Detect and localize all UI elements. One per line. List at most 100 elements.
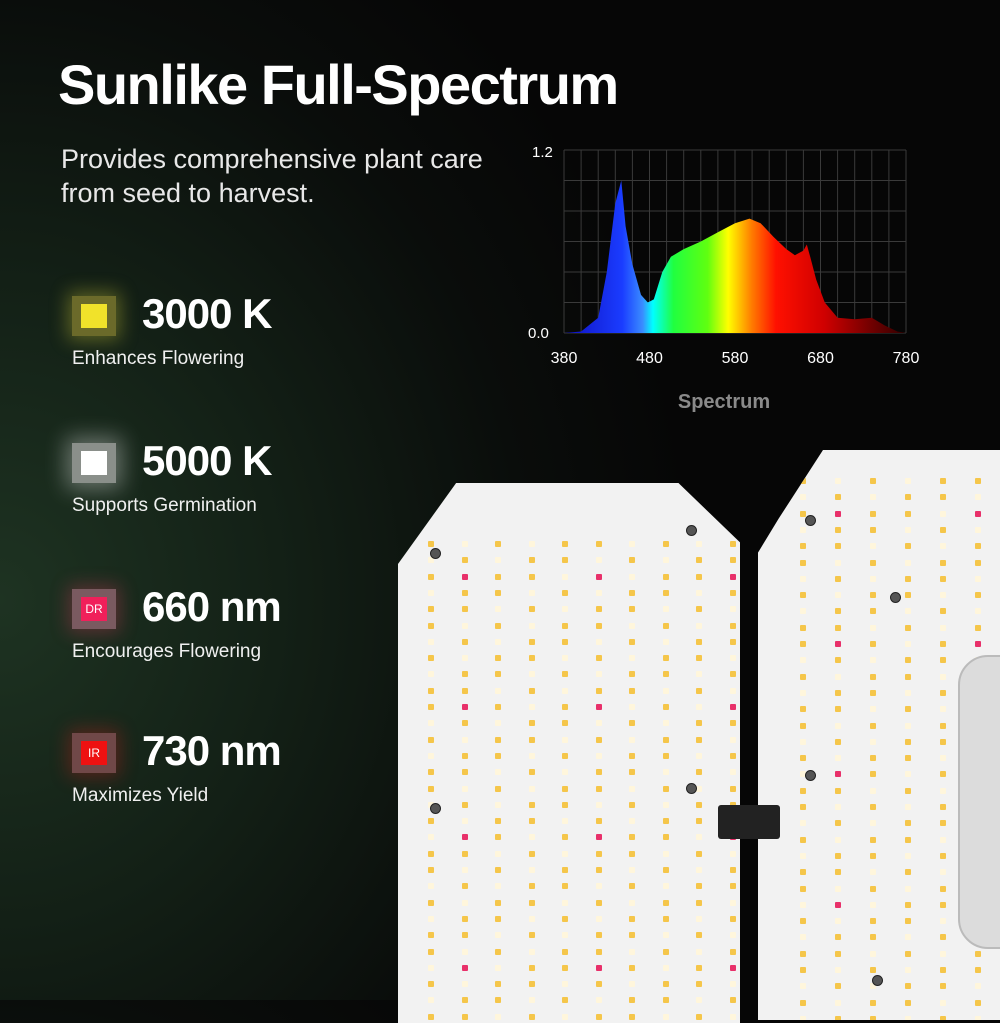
led-dot <box>562 589 568 596</box>
led-dot <box>528 997 535 1004</box>
led-dot <box>800 575 806 582</box>
led-dot <box>696 818 702 825</box>
screw <box>805 515 816 526</box>
led-dot <box>495 964 501 971</box>
led-dot <box>905 755 911 762</box>
led-dot <box>905 804 911 810</box>
led-dot <box>461 834 468 841</box>
led-dot <box>729 883 736 890</box>
led-dot <box>940 755 946 762</box>
led-dot <box>428 589 434 596</box>
led-dot <box>629 834 635 841</box>
led-dot <box>461 932 468 939</box>
led-dot <box>835 689 841 696</box>
led-dot <box>461 785 468 792</box>
led-dot <box>696 557 702 564</box>
led-dot <box>800 510 806 517</box>
led-dot <box>629 785 635 792</box>
feature-desc: Enhances Flowering <box>72 348 245 369</box>
led-dot <box>428 964 434 971</box>
led-dot <box>562 687 568 694</box>
led-dot <box>461 752 468 759</box>
led-dot <box>729 687 736 694</box>
led-dot <box>595 818 602 825</box>
led-dot <box>905 543 911 550</box>
led-dot <box>562 720 568 727</box>
led-dot <box>696 785 702 792</box>
led-dot <box>528 915 535 922</box>
led-dot <box>905 885 911 892</box>
led-dot <box>940 478 946 484</box>
led-dot <box>835 820 841 827</box>
led-dot <box>729 720 736 727</box>
led-dot <box>428 1013 434 1020</box>
led-dot <box>461 867 468 873</box>
led-dot <box>800 722 806 729</box>
feature-value: 5000 K <box>142 437 272 484</box>
led-dot <box>461 964 468 971</box>
led-dot <box>905 608 911 615</box>
led-dot <box>870 689 876 696</box>
led-dot <box>528 834 535 841</box>
y-tick-min: 0.0 <box>528 325 549 342</box>
led-dot <box>528 981 535 988</box>
led-dot <box>905 592 911 599</box>
led-dot <box>662 997 669 1004</box>
led-dot <box>428 557 434 564</box>
led-dot <box>696 883 702 890</box>
led-dot <box>975 559 981 566</box>
led-dot <box>800 543 806 550</box>
led-dot <box>905 706 911 713</box>
led-dot <box>835 592 841 599</box>
led-dot <box>428 769 434 776</box>
led-dot <box>461 883 468 890</box>
led-dot <box>662 638 669 645</box>
led-dot <box>975 999 981 1006</box>
led-dot <box>528 720 535 727</box>
led-dot <box>800 804 806 810</box>
led-dot <box>528 687 535 694</box>
led-dot <box>870 1015 876 1020</box>
led-dot <box>495 883 501 890</box>
led-dot <box>870 983 876 990</box>
led-dot <box>940 836 946 843</box>
led-dot <box>696 541 702 547</box>
led-dot <box>940 641 946 647</box>
led-dot <box>800 918 806 925</box>
led-dot <box>595 704 602 710</box>
led-dot <box>461 850 468 857</box>
led-dot <box>870 820 876 827</box>
led-dot <box>800 559 806 566</box>
led-dot <box>428 981 434 988</box>
led-dot <box>729 850 736 857</box>
led-dot <box>696 899 702 906</box>
led-dot <box>835 852 841 859</box>
led-dot <box>562 541 568 547</box>
led-dot <box>905 836 911 843</box>
led-dot <box>595 752 602 759</box>
led-dot <box>800 608 806 615</box>
led-dot <box>975 478 981 484</box>
led-dot <box>495 867 501 873</box>
led-dot <box>835 608 841 615</box>
led-dot <box>905 901 911 908</box>
led-dot <box>528 801 535 808</box>
led-dot <box>562 785 568 792</box>
led-dot <box>835 494 841 501</box>
led-dot <box>528 704 535 710</box>
led-dot <box>595 736 602 743</box>
led-dot <box>905 510 911 517</box>
led-dot <box>800 526 806 533</box>
led-dot <box>905 526 911 533</box>
led-dot <box>940 869 946 876</box>
led-dot <box>696 752 702 759</box>
led-dot <box>696 915 702 922</box>
led-dot <box>562 850 568 857</box>
led-dot <box>528 541 535 547</box>
led-dot <box>800 738 806 745</box>
led-dot <box>696 850 702 857</box>
led-dot <box>905 787 911 794</box>
led-dot <box>975 592 981 599</box>
led-dot <box>461 606 468 613</box>
screw <box>686 783 697 794</box>
